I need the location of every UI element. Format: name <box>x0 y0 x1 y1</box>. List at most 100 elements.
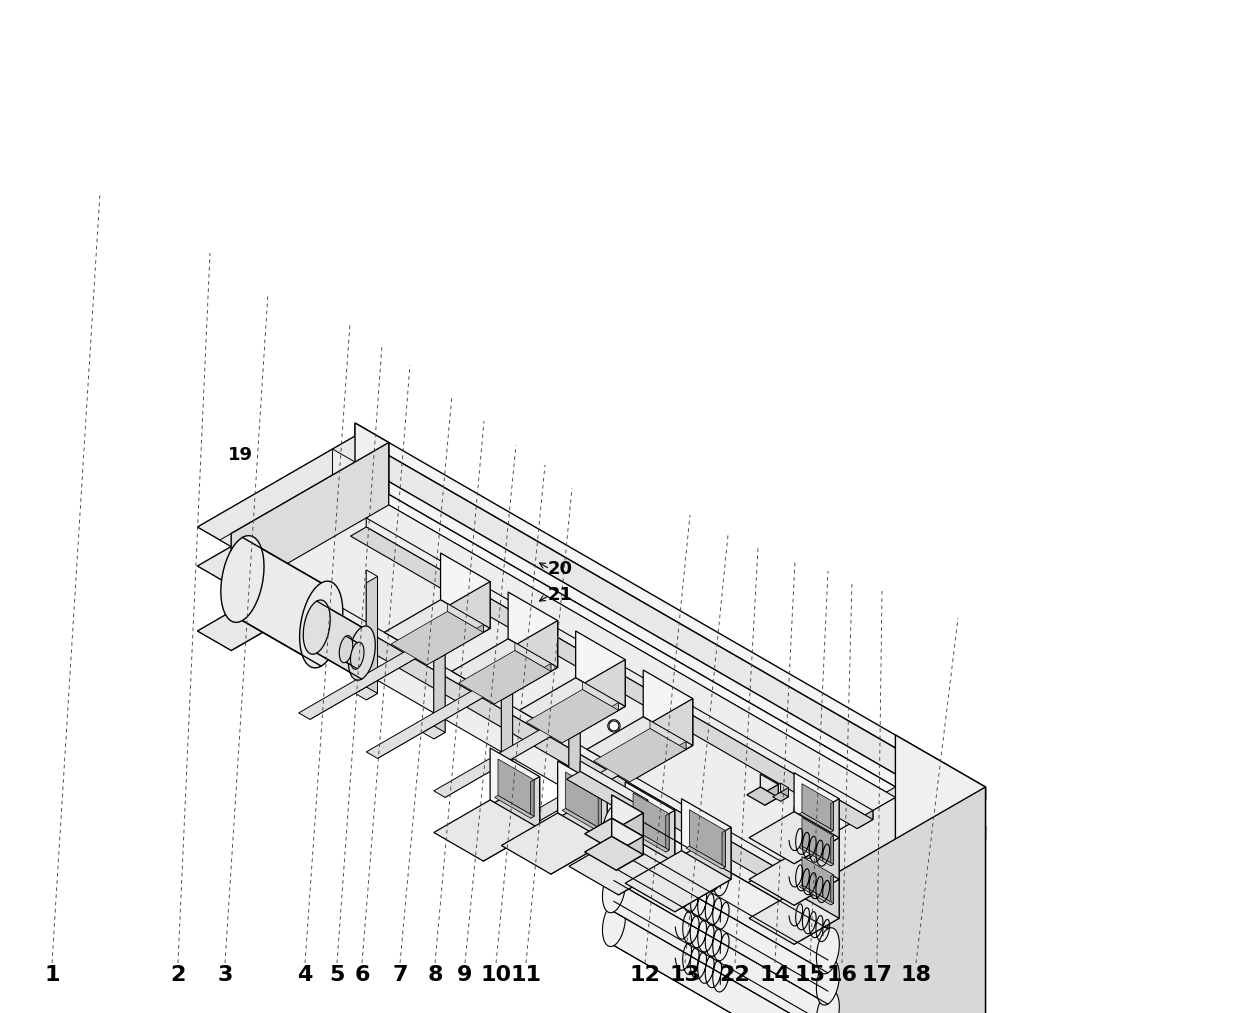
Polygon shape <box>614 902 828 1013</box>
Polygon shape <box>603 836 625 881</box>
Polygon shape <box>816 959 839 1005</box>
Polygon shape <box>636 699 693 778</box>
Polygon shape <box>794 798 839 864</box>
Polygon shape <box>760 774 779 797</box>
Polygon shape <box>366 576 377 700</box>
Polygon shape <box>614 805 828 972</box>
Text: 4: 4 <box>298 965 312 985</box>
Polygon shape <box>619 810 675 894</box>
Polygon shape <box>316 601 362 679</box>
Polygon shape <box>501 813 608 874</box>
Polygon shape <box>765 784 779 805</box>
Text: 17: 17 <box>862 965 893 985</box>
Polygon shape <box>366 687 490 759</box>
Polygon shape <box>434 616 445 738</box>
Polygon shape <box>802 817 833 864</box>
Polygon shape <box>377 683 490 759</box>
Text: 14: 14 <box>760 965 790 985</box>
Polygon shape <box>551 789 608 874</box>
Polygon shape <box>490 765 512 778</box>
Polygon shape <box>603 867 625 913</box>
Polygon shape <box>585 837 644 870</box>
Polygon shape <box>773 792 789 801</box>
Polygon shape <box>197 475 986 930</box>
Polygon shape <box>558 804 580 816</box>
Polygon shape <box>445 722 558 797</box>
Text: 10: 10 <box>480 965 512 985</box>
Polygon shape <box>794 773 839 838</box>
Polygon shape <box>630 830 670 852</box>
Text: 5: 5 <box>330 965 345 985</box>
Polygon shape <box>594 728 686 782</box>
Polygon shape <box>512 761 625 837</box>
Text: 20: 20 <box>548 560 573 578</box>
Polygon shape <box>366 518 873 820</box>
Polygon shape <box>831 836 833 866</box>
Polygon shape <box>340 635 352 663</box>
Polygon shape <box>355 687 377 700</box>
Polygon shape <box>300 581 342 668</box>
Polygon shape <box>780 788 789 801</box>
Polygon shape <box>547 715 558 732</box>
Polygon shape <box>666 813 670 852</box>
Polygon shape <box>794 871 839 944</box>
Polygon shape <box>800 846 833 866</box>
Text: 1: 1 <box>45 965 60 985</box>
Polygon shape <box>583 682 619 710</box>
Text: 12: 12 <box>630 965 661 985</box>
Polygon shape <box>614 837 828 1004</box>
Polygon shape <box>567 772 647 819</box>
Polygon shape <box>558 761 608 842</box>
Polygon shape <box>580 761 647 810</box>
Polygon shape <box>614 867 828 1013</box>
Polygon shape <box>746 787 779 805</box>
Polygon shape <box>569 834 675 894</box>
Polygon shape <box>197 540 389 650</box>
Polygon shape <box>603 804 625 850</box>
Polygon shape <box>562 702 619 743</box>
Polygon shape <box>242 538 321 667</box>
Polygon shape <box>479 677 490 694</box>
Polygon shape <box>675 828 732 912</box>
Polygon shape <box>384 600 490 660</box>
Polygon shape <box>351 527 873 829</box>
Polygon shape <box>587 717 693 778</box>
Polygon shape <box>501 648 512 772</box>
Polygon shape <box>310 644 423 719</box>
Text: 16: 16 <box>827 965 858 985</box>
Polygon shape <box>802 857 833 904</box>
Polygon shape <box>434 726 558 797</box>
Polygon shape <box>828 787 986 1013</box>
Polygon shape <box>304 600 330 654</box>
Polygon shape <box>625 851 732 912</box>
Polygon shape <box>800 885 833 905</box>
Polygon shape <box>231 443 389 650</box>
Polygon shape <box>221 536 264 622</box>
Polygon shape <box>423 726 445 738</box>
Polygon shape <box>562 808 601 832</box>
Polygon shape <box>749 811 839 864</box>
Polygon shape <box>459 650 551 704</box>
Polygon shape <box>749 892 839 944</box>
Polygon shape <box>616 813 644 852</box>
Polygon shape <box>515 642 551 672</box>
Polygon shape <box>389 494 895 797</box>
Polygon shape <box>603 901 625 946</box>
Text: 7: 7 <box>392 965 408 985</box>
Polygon shape <box>650 720 686 750</box>
Text: 15: 15 <box>795 965 826 985</box>
Polygon shape <box>575 631 625 706</box>
Polygon shape <box>611 819 644 855</box>
Polygon shape <box>484 777 539 861</box>
Polygon shape <box>749 853 839 906</box>
Polygon shape <box>197 436 986 891</box>
Text: 9: 9 <box>458 965 472 985</box>
Circle shape <box>608 720 620 732</box>
Polygon shape <box>851 813 963 904</box>
Polygon shape <box>611 795 644 837</box>
Polygon shape <box>495 795 534 819</box>
Text: 19: 19 <box>228 446 253 464</box>
Polygon shape <box>434 800 539 861</box>
Polygon shape <box>722 831 725 869</box>
Polygon shape <box>391 612 484 665</box>
